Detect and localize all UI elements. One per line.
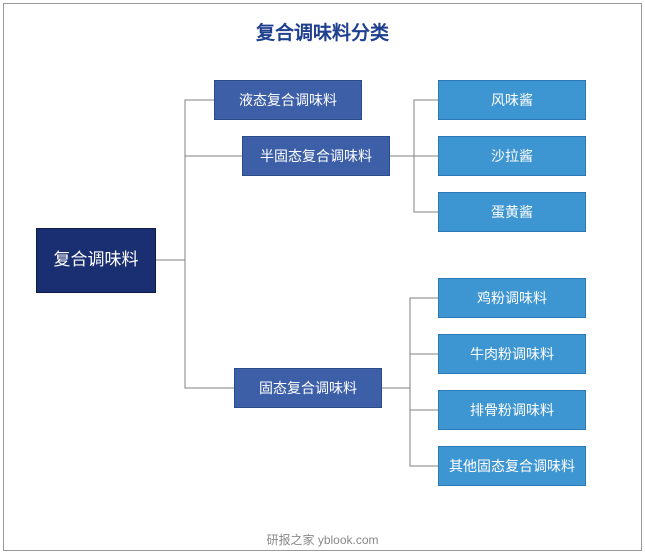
level2-node-0: 液态复合调味料 [214, 80, 362, 120]
level2-node-2: 固态复合调味料 [234, 368, 382, 408]
level3a-node-1: 沙拉酱 [438, 136, 586, 176]
level3a-node-2: 蛋黄酱 [438, 192, 586, 232]
root-node: 复合调味料 [36, 228, 156, 293]
level3b-node-2: 排骨粉调味料 [438, 390, 586, 430]
watermark-text: 研报之家 yblook.com [0, 531, 645, 548]
level2-node-1: 半固态复合调味料 [242, 136, 390, 176]
diagram-title: 复合调味料分类 [0, 18, 645, 45]
level3b-node-3: 其他固态复合调味料 [438, 446, 586, 486]
level3b-node-1: 牛肉粉调味料 [438, 334, 586, 374]
level3b-node-0: 鸡粉调味料 [438, 278, 586, 318]
level3a-node-0: 风味酱 [438, 80, 586, 120]
